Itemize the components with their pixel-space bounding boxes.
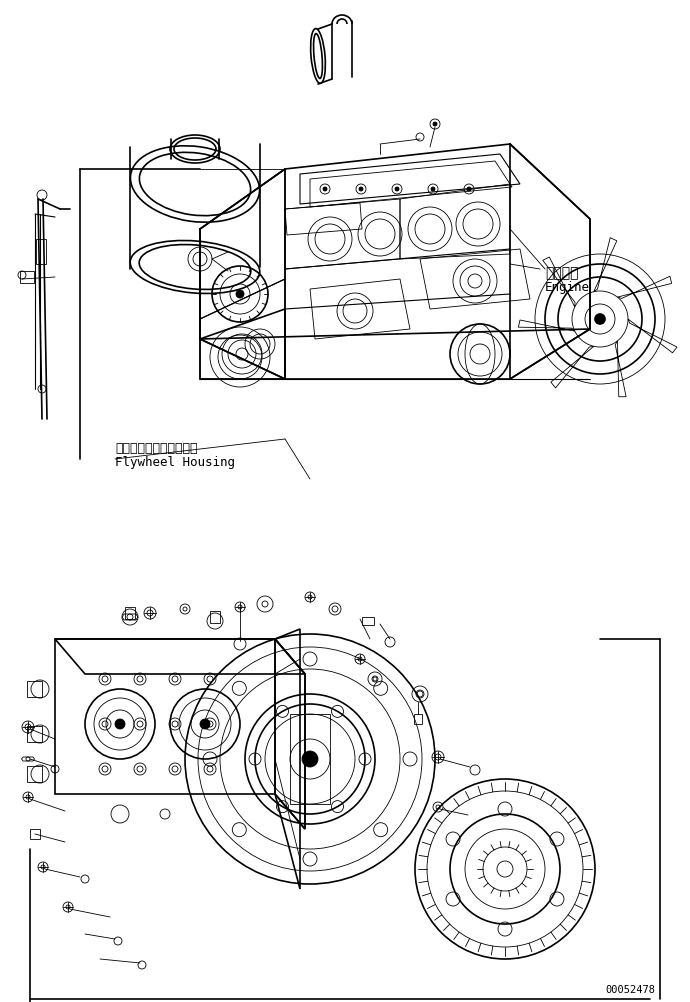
Circle shape xyxy=(302,752,318,768)
Bar xyxy=(362,617,374,625)
Bar xyxy=(125,607,135,619)
Bar xyxy=(30,830,40,839)
Circle shape xyxy=(595,315,605,325)
Bar xyxy=(27,681,42,697)
Circle shape xyxy=(236,291,244,299)
Circle shape xyxy=(323,187,327,191)
Circle shape xyxy=(431,187,435,191)
Text: エンジン: エンジン xyxy=(545,266,578,280)
Text: Flywheel Housing: Flywheel Housing xyxy=(115,456,235,469)
Bar xyxy=(20,272,34,284)
Text: Engine: Engine xyxy=(545,281,590,294)
Bar xyxy=(27,726,42,742)
Circle shape xyxy=(200,719,210,729)
Bar xyxy=(210,611,220,623)
Circle shape xyxy=(359,187,363,191)
Circle shape xyxy=(467,187,471,191)
Text: フライホイルハウジング: フライホイルハウジング xyxy=(115,442,197,455)
Circle shape xyxy=(115,719,125,729)
Circle shape xyxy=(433,123,437,127)
Bar xyxy=(27,767,42,783)
Bar xyxy=(414,714,422,724)
Circle shape xyxy=(395,187,399,191)
Text: 00052478: 00052478 xyxy=(605,984,655,994)
Bar xyxy=(36,239,46,265)
